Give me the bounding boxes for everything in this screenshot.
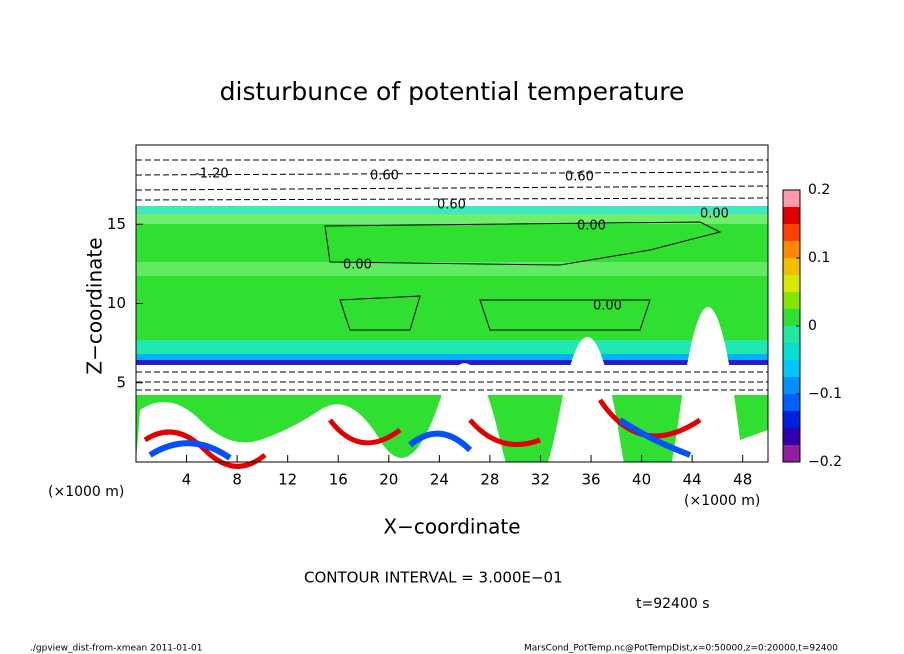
x-tick-label: 16	[329, 471, 348, 489]
contour-label: 0.60	[437, 198, 466, 213]
colorbar-tick-label: 0.1	[808, 250, 830, 266]
x-axis-label: X−coordinate	[383, 515, 520, 539]
colorbar-cell	[783, 207, 800, 224]
colorbar-tick-label: −0.1	[808, 386, 842, 402]
field	[135, 145, 769, 529]
contour-label: 0.00	[700, 207, 729, 222]
colorbar-cell	[783, 326, 800, 343]
colorbar-cell	[783, 428, 800, 445]
x-tick-label: 32	[531, 471, 550, 489]
y-unit: (×1000 m)	[48, 484, 124, 500]
colorbar-cell	[783, 343, 800, 360]
colorbar-cell	[783, 258, 800, 275]
time-note: t=92400 s	[636, 596, 710, 612]
colorbar-cell	[783, 445, 800, 462]
x-tick-label: 24	[430, 471, 449, 489]
colorbar-cell	[783, 411, 800, 428]
x-tick-label: 36	[581, 471, 600, 489]
colorbar-cell	[783, 275, 800, 292]
colorbar-tick-label: 0.2	[808, 182, 830, 198]
colorbar-cell	[783, 224, 800, 241]
x-tick-label: 44	[683, 471, 702, 489]
x-tick-label: 48	[733, 471, 752, 489]
contour-note: CONTOUR INTERVAL = 3.000E−01	[304, 569, 563, 587]
colorbar-tick-label: 0	[808, 318, 817, 334]
footer-right: MarsCond_PotTemp.nc@PotTempDist,x=0:5000…	[524, 644, 838, 654]
x-tick-label: 12	[278, 471, 297, 489]
contour-label: 0.60	[370, 169, 399, 184]
y-tick-label: 15	[107, 215, 126, 233]
colorbar-cell	[783, 292, 800, 309]
contour-label: 0.00	[343, 258, 372, 273]
colorbar-cell	[783, 190, 800, 207]
x-tick-label: 4	[182, 471, 192, 489]
chart-title: disturbunce of potential temperature	[220, 77, 685, 106]
contour-label: -1.20	[195, 167, 229, 182]
colorbar-cell	[783, 394, 800, 411]
x-tick-label: 8	[232, 471, 242, 489]
y-axis-label: Z−coordinate	[83, 237, 107, 374]
colorbar-cell	[783, 360, 800, 377]
contour-label: 0.00	[577, 219, 606, 234]
contour-label: 0.00	[593, 299, 622, 314]
contour-label: 0.60	[565, 170, 594, 185]
footer-left: ./gpview_dist-from-xmean 2011-01-01	[30, 644, 202, 654]
contour-labels: -1.20 0.60 0.60 0.60 0.00 0.00 0.00 0.00	[195, 167, 729, 314]
y-tick-label: 10	[107, 294, 126, 312]
x-unit: (×1000 m)	[684, 493, 760, 509]
x-tick-label: 28	[480, 471, 499, 489]
colorbar-tick-label: −0.2	[808, 454, 842, 470]
colorbar-cell	[783, 241, 800, 258]
y-tick-label: 5	[116, 373, 126, 391]
colorbar-cell	[783, 377, 800, 394]
x-tick-label: 20	[379, 471, 398, 489]
colorbar-cell	[783, 309, 800, 326]
x-tick-label: 40	[632, 471, 651, 489]
